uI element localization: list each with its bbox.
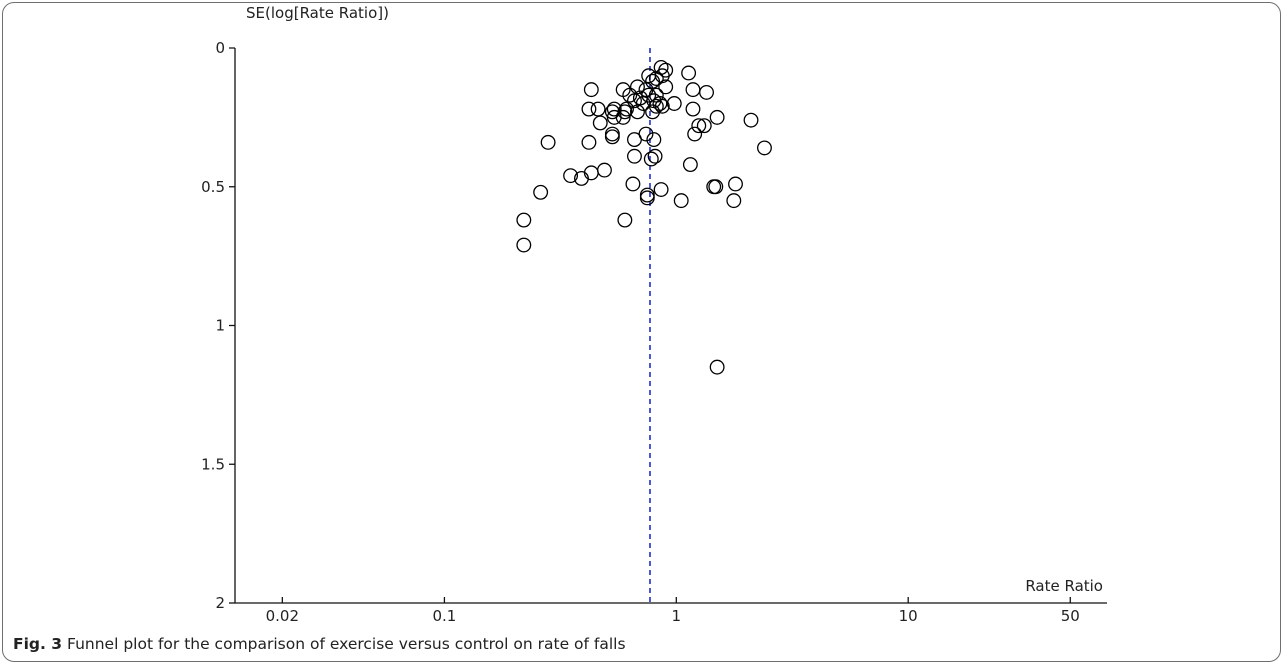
study-point xyxy=(581,101,597,117)
axes: 0 0.5 1 1.5 2 0.02 0.1 1 10 50 xyxy=(201,39,1107,625)
study-point xyxy=(687,126,703,142)
study-point xyxy=(641,87,657,103)
study-point xyxy=(728,176,743,192)
study-point xyxy=(648,71,664,86)
study-point xyxy=(533,184,549,200)
study-point xyxy=(743,112,759,128)
study-point xyxy=(681,65,697,81)
study-point xyxy=(709,359,725,375)
study-point xyxy=(699,84,714,100)
study-point xyxy=(630,79,645,95)
study-point xyxy=(685,101,701,117)
study-point xyxy=(606,101,622,117)
study-point xyxy=(630,104,645,120)
study-point xyxy=(685,82,701,98)
x-tick-label: 50 xyxy=(1061,607,1080,625)
study-point xyxy=(666,96,682,111)
study-point xyxy=(516,237,532,253)
study-point xyxy=(619,101,634,117)
study-point xyxy=(604,129,620,145)
study-point xyxy=(617,212,633,228)
study-point xyxy=(706,179,722,195)
x-tick-label: 0.1 xyxy=(432,607,456,625)
study-point xyxy=(581,134,597,150)
points-layer xyxy=(516,59,772,375)
study-point xyxy=(574,170,589,186)
x-tick-label: 0.02 xyxy=(266,607,299,625)
y-tick-label: 0 xyxy=(215,39,225,57)
caption-label: Fig. 3 xyxy=(13,635,63,653)
study-point xyxy=(627,148,642,164)
study-point xyxy=(563,168,579,184)
y-tick-label: 1 xyxy=(215,317,225,335)
x-tick-label: 1 xyxy=(672,607,682,625)
study-point xyxy=(673,193,689,209)
y-axis-label: SE(log[Rate Ratio]) xyxy=(246,4,389,22)
study-point xyxy=(691,118,707,134)
caption-text: Funnel plot for the comparison of exerci… xyxy=(67,635,626,653)
study-point xyxy=(590,101,606,117)
study-point xyxy=(592,115,608,131)
study-point xyxy=(696,118,712,134)
y-tick-label: 1.5 xyxy=(201,455,225,473)
study-point xyxy=(615,109,631,125)
study-point xyxy=(757,140,772,156)
study-point xyxy=(653,182,669,197)
x-axis-label: Rate Ratio xyxy=(1025,577,1103,595)
study-point xyxy=(643,151,659,167)
study-point xyxy=(583,82,599,98)
study-point xyxy=(682,157,698,173)
study-point xyxy=(646,132,662,148)
funnel-plot: 0 0.5 1 1.5 2 0.02 0.1 1 10 50 SE(log[Rate Ratio]… xyxy=(201,4,1107,625)
study-point xyxy=(627,132,642,148)
study-point xyxy=(647,148,663,164)
study-point xyxy=(709,109,725,125)
study-point xyxy=(658,79,674,95)
study-point xyxy=(583,165,599,181)
study-point xyxy=(726,193,742,209)
study-point xyxy=(606,109,622,125)
study-point xyxy=(652,96,668,111)
x-tick-label: 10 xyxy=(899,607,918,625)
study-point xyxy=(645,104,661,120)
y-tick-label: 2 xyxy=(215,594,225,612)
study-point xyxy=(540,134,556,150)
figure-caption: Fig. 3 Funnel plot for the comparison of… xyxy=(13,635,626,653)
study-point xyxy=(516,212,532,228)
study-point xyxy=(627,93,642,109)
study-point xyxy=(639,187,655,203)
study-point xyxy=(622,87,638,103)
study-point xyxy=(625,176,641,192)
study-point xyxy=(604,126,620,142)
study-point xyxy=(639,190,655,206)
y-tick-label: 0.5 xyxy=(201,178,225,196)
study-point xyxy=(597,162,612,178)
